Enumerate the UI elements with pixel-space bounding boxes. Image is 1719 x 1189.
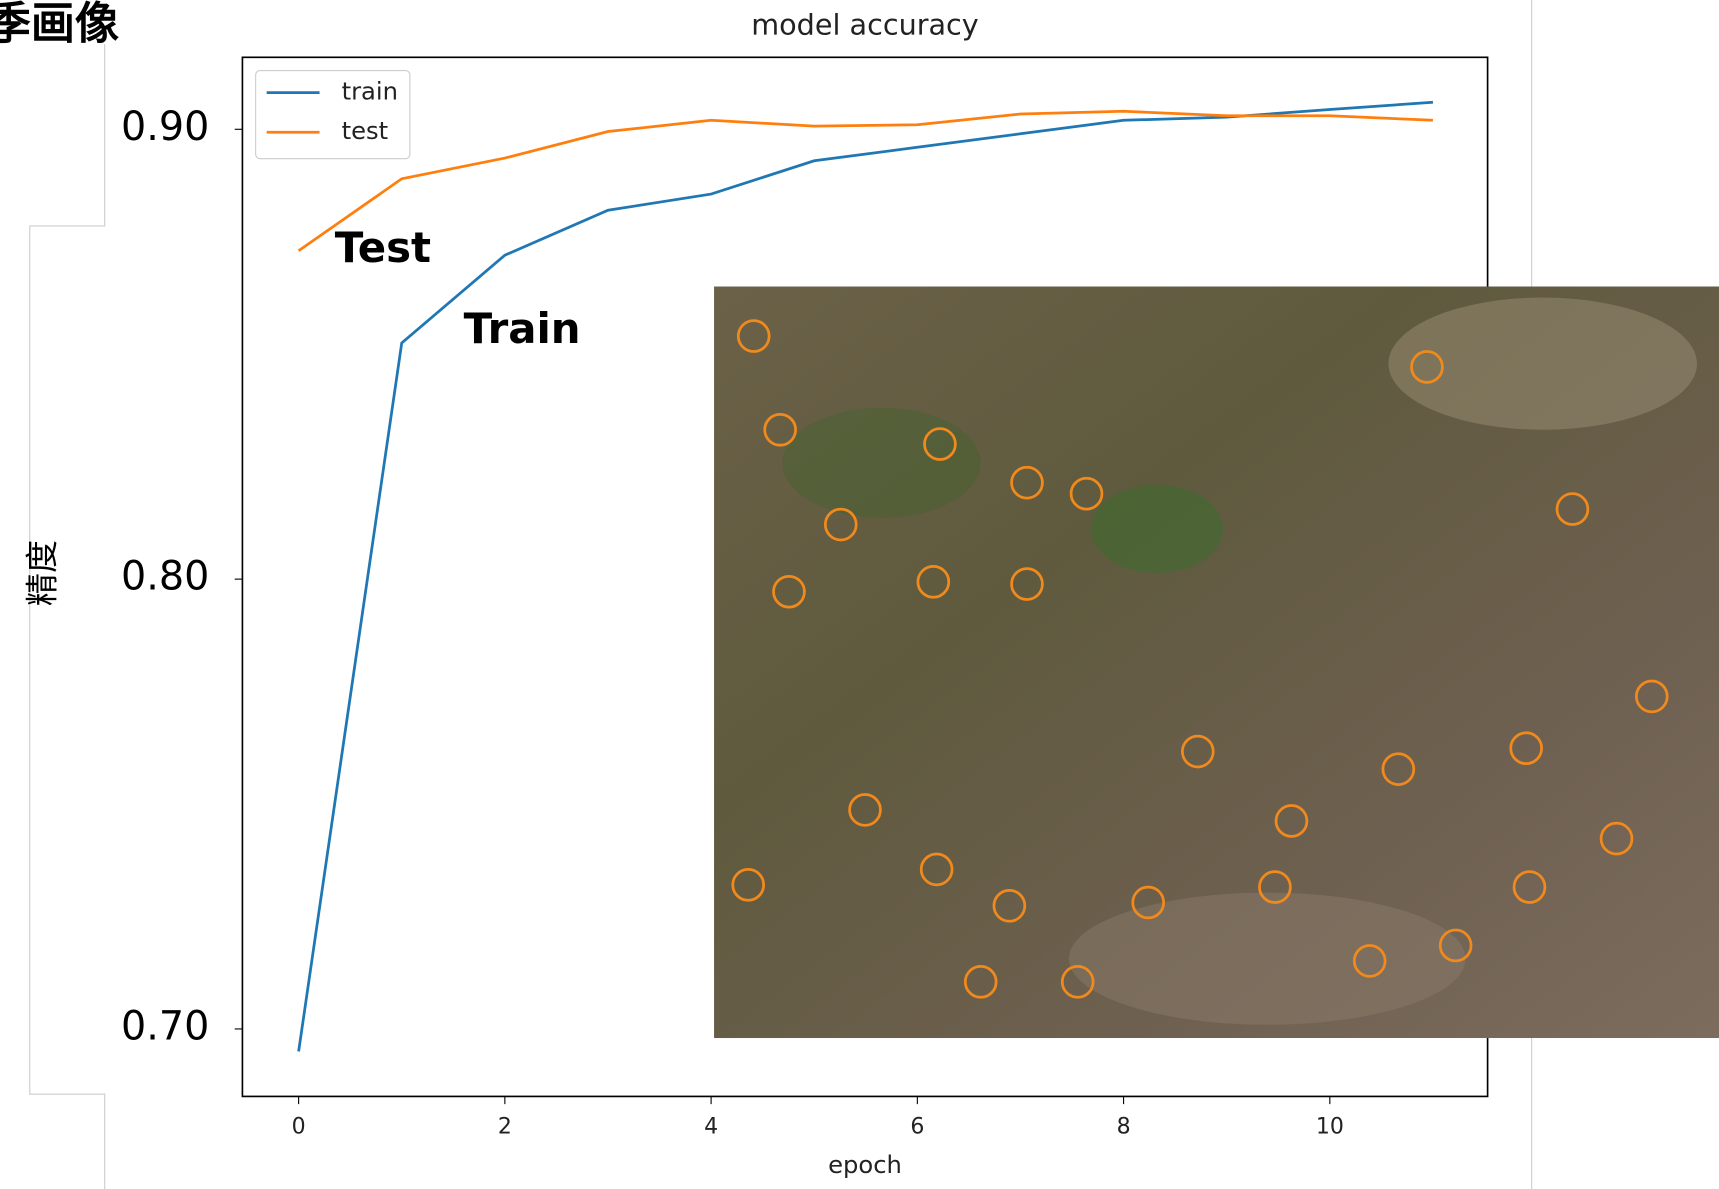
annotation: Train [464,304,581,353]
x-tick-label: 8 [1117,1114,1131,1139]
slide-title: 季画像 [0,0,119,49]
y-axis-label: 精度 [23,540,62,606]
y-tick-label: 0.80 [121,554,209,600]
chart-title: model accuracy [751,7,979,41]
x-tick-label: 10 [1316,1114,1344,1139]
slide: 季画像 model accuracy epoch 精度 0 2 4 6 8 10 0.70 0… [0,0,1719,1189]
y-tick-label: 0.70 [121,1003,209,1049]
y-tick-label: 0.90 [121,104,209,150]
x-tick-label: 4 [704,1114,718,1139]
x-tick-label: 0 [292,1114,306,1139]
x-tick-label: 6 [910,1114,924,1139]
x-axis-label: epoch [828,1150,902,1179]
photo [714,287,1719,1039]
x-tick-label: 2 [498,1114,512,1139]
annotation: Test [335,223,431,272]
legend-label: test [342,116,389,145]
legend-label: train [342,77,398,106]
